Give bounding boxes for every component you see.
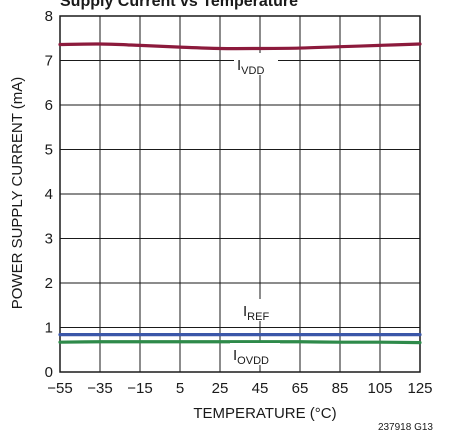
svg-text:IVDD: IVDD [237, 57, 264, 77]
svg-text:IOVDD: IOVDD [233, 347, 269, 367]
x-tick-label: 125 [407, 380, 432, 397]
x-tick-label: 45 [252, 380, 269, 397]
series-label-iref-sub: REF [247, 311, 269, 323]
grid [59, 15, 421, 373]
x-tick-label: −15 [127, 380, 152, 397]
series-label-iref-main: I [243, 303, 247, 320]
x-tick-label: 5 [176, 380, 184, 397]
x-tick-label: −55 [47, 380, 72, 397]
y-tick-label: 6 [45, 97, 53, 114]
x-tick-labels: −55 −35 −15 5 25 45 65 85 105 125 [47, 380, 432, 397]
series-label-iovdd-main: I [233, 347, 237, 364]
svg-text:IREF: IREF [243, 303, 269, 323]
x-tick-label: 25 [212, 380, 229, 397]
figure-id: 237918 G13 [378, 422, 433, 433]
y-tick-labels: 0 1 2 3 4 5 6 7 8 [45, 8, 53, 381]
title-fragment: Supply Current vs Temperature [60, 0, 298, 10]
y-axis-label: POWER SUPPLY CURRENT (mA) [9, 77, 26, 310]
series-line-iovdd [58, 340, 422, 345]
x-tick-label: −35 [87, 380, 112, 397]
x-axis-label: TEMPERATURE (°C) [193, 405, 336, 422]
y-tick-label: 1 [45, 320, 53, 337]
y-tick-label: 0 [45, 364, 53, 381]
y-tick-label: 5 [45, 142, 53, 159]
y-tick-label: 8 [45, 8, 53, 25]
series-lines [58, 42, 422, 345]
x-tick-label: 65 [292, 380, 309, 397]
series-label-ivdd-sub: VDD [241, 65, 264, 77]
series-line-ivdd [58, 42, 422, 51]
series-label-iovdd: IOVDD [230, 343, 280, 367]
series-label-iref: IREF [240, 299, 278, 323]
y-tick-label: 3 [45, 231, 53, 248]
y-tick-label: 7 [45, 53, 53, 70]
series-label-ivdd: IVDD [234, 53, 278, 77]
x-tick-label: 85 [332, 380, 349, 397]
plot-frame [59, 15, 421, 373]
series-label-iovdd-sub: OVDD [237, 355, 269, 367]
y-tick-label: 4 [45, 186, 53, 203]
y-tick-label: 2 [45, 275, 53, 292]
series-label-ivdd-main: I [237, 57, 241, 74]
x-tick-label: 105 [367, 380, 392, 397]
